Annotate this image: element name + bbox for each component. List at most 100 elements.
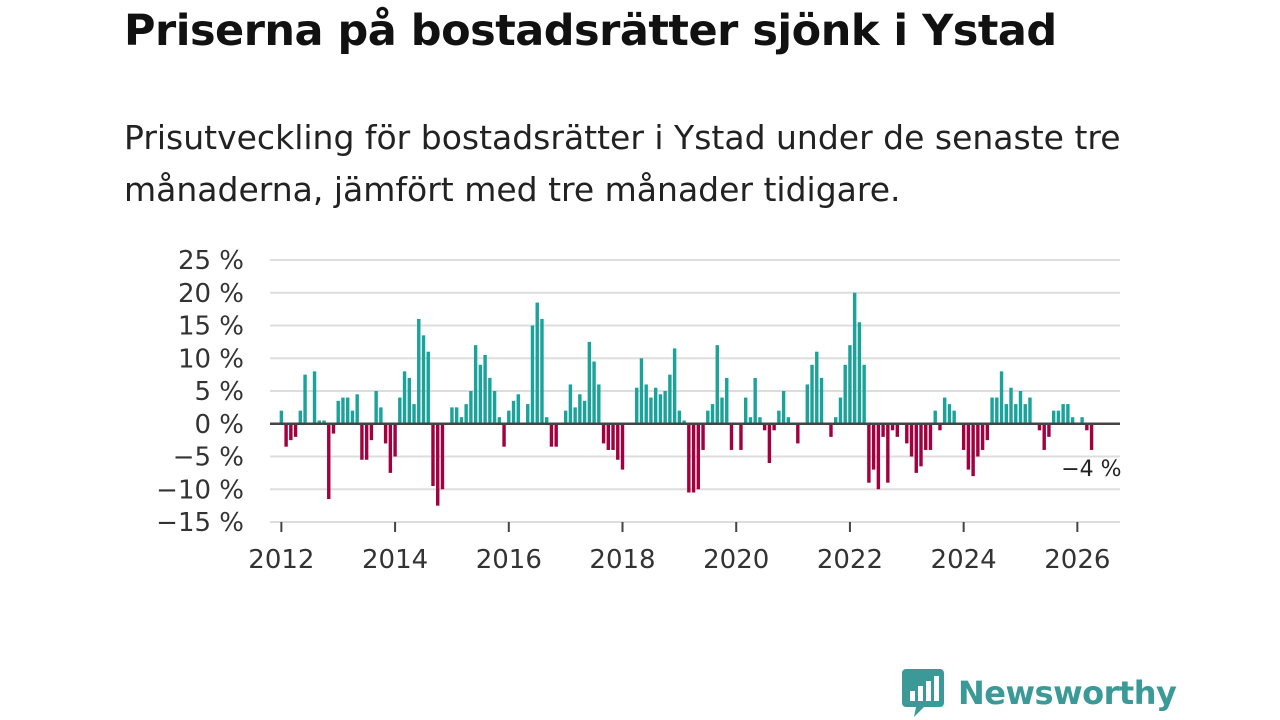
bar (469, 391, 473, 424)
bar (431, 423, 435, 486)
bar (1023, 404, 1027, 424)
bar (748, 417, 753, 424)
bar (838, 397, 843, 424)
bar (1009, 387, 1013, 424)
bar (895, 423, 900, 437)
bar (1047, 423, 1051, 437)
bar (739, 423, 743, 450)
bar (331, 423, 336, 434)
bar (696, 423, 701, 490)
bar (578, 394, 582, 424)
bar (947, 404, 952, 424)
bar (497, 417, 502, 424)
bar (312, 371, 317, 424)
bar (516, 394, 520, 424)
bar (867, 423, 871, 483)
bar (781, 391, 786, 424)
bar (398, 397, 402, 424)
bar (549, 423, 554, 447)
bar (961, 423, 966, 450)
bar (1014, 404, 1018, 424)
bar (720, 397, 724, 424)
bar (587, 341, 592, 424)
bar (999, 371, 1004, 424)
bar (701, 423, 705, 450)
bar (412, 404, 416, 424)
bar (526, 404, 530, 424)
bar (454, 407, 459, 424)
bar (336, 400, 340, 424)
bar (327, 423, 331, 500)
bar (544, 417, 549, 424)
bar (852, 292, 857, 424)
bar (942, 397, 947, 424)
bar (388, 423, 393, 473)
bar (573, 407, 577, 424)
chart-subtitle: Prisutveckling för bostadsrätter i Ystad… (124, 118, 1121, 209)
bar (876, 423, 881, 490)
bar (436, 423, 440, 506)
y-tick-label: 10 % (178, 344, 244, 374)
bar (620, 423, 625, 470)
bar (1051, 410, 1056, 424)
bar (890, 423, 895, 431)
bar (743, 397, 748, 424)
bar (924, 423, 928, 450)
bar (952, 410, 956, 424)
bar (511, 400, 516, 424)
bar (672, 348, 677, 424)
bar (649, 397, 653, 424)
bar (905, 423, 909, 444)
bar (535, 302, 539, 424)
x-tick-label: 2024 (931, 545, 997, 575)
bar (1056, 410, 1061, 424)
bar (635, 387, 639, 424)
bar (871, 423, 876, 470)
bar (886, 423, 890, 483)
x-tick-label: 2026 (1044, 545, 1110, 575)
bar (502, 423, 506, 447)
bar (284, 423, 288, 447)
bar (1037, 423, 1042, 431)
bar (488, 377, 492, 424)
bar (417, 318, 421, 424)
y-tick-label: −15 % (156, 508, 244, 538)
bar (355, 394, 359, 424)
bar (393, 423, 397, 457)
bar (1066, 404, 1070, 424)
bar (1042, 423, 1046, 450)
bar (530, 325, 535, 424)
bar (668, 374, 672, 424)
bar (815, 351, 819, 424)
bar (758, 417, 762, 424)
y-tick-label: −5 % (173, 443, 244, 473)
bar (407, 377, 411, 424)
bar (928, 423, 933, 450)
bar (843, 364, 847, 424)
bar (459, 417, 464, 424)
bar (379, 407, 383, 424)
bar (980, 423, 985, 450)
bar (1089, 423, 1094, 450)
bar (677, 410, 682, 424)
bar (507, 410, 511, 424)
bar (601, 423, 606, 444)
x-tick-label: 2014 (362, 545, 428, 575)
bar (592, 361, 596, 424)
bar (995, 397, 999, 424)
bar (938, 423, 942, 431)
bar (658, 394, 663, 424)
bar (1004, 404, 1008, 424)
bar (971, 423, 975, 477)
bar (440, 423, 445, 490)
bar (1061, 404, 1065, 424)
bar (715, 345, 719, 424)
bar (298, 410, 303, 424)
bar (563, 410, 568, 424)
bar (857, 322, 862, 424)
x-tick-label: 2012 (248, 545, 314, 575)
y-tick-label: 25 % (178, 246, 244, 276)
x-tick-label: 2022 (817, 545, 883, 575)
y-tick-label: 20 % (178, 279, 244, 309)
